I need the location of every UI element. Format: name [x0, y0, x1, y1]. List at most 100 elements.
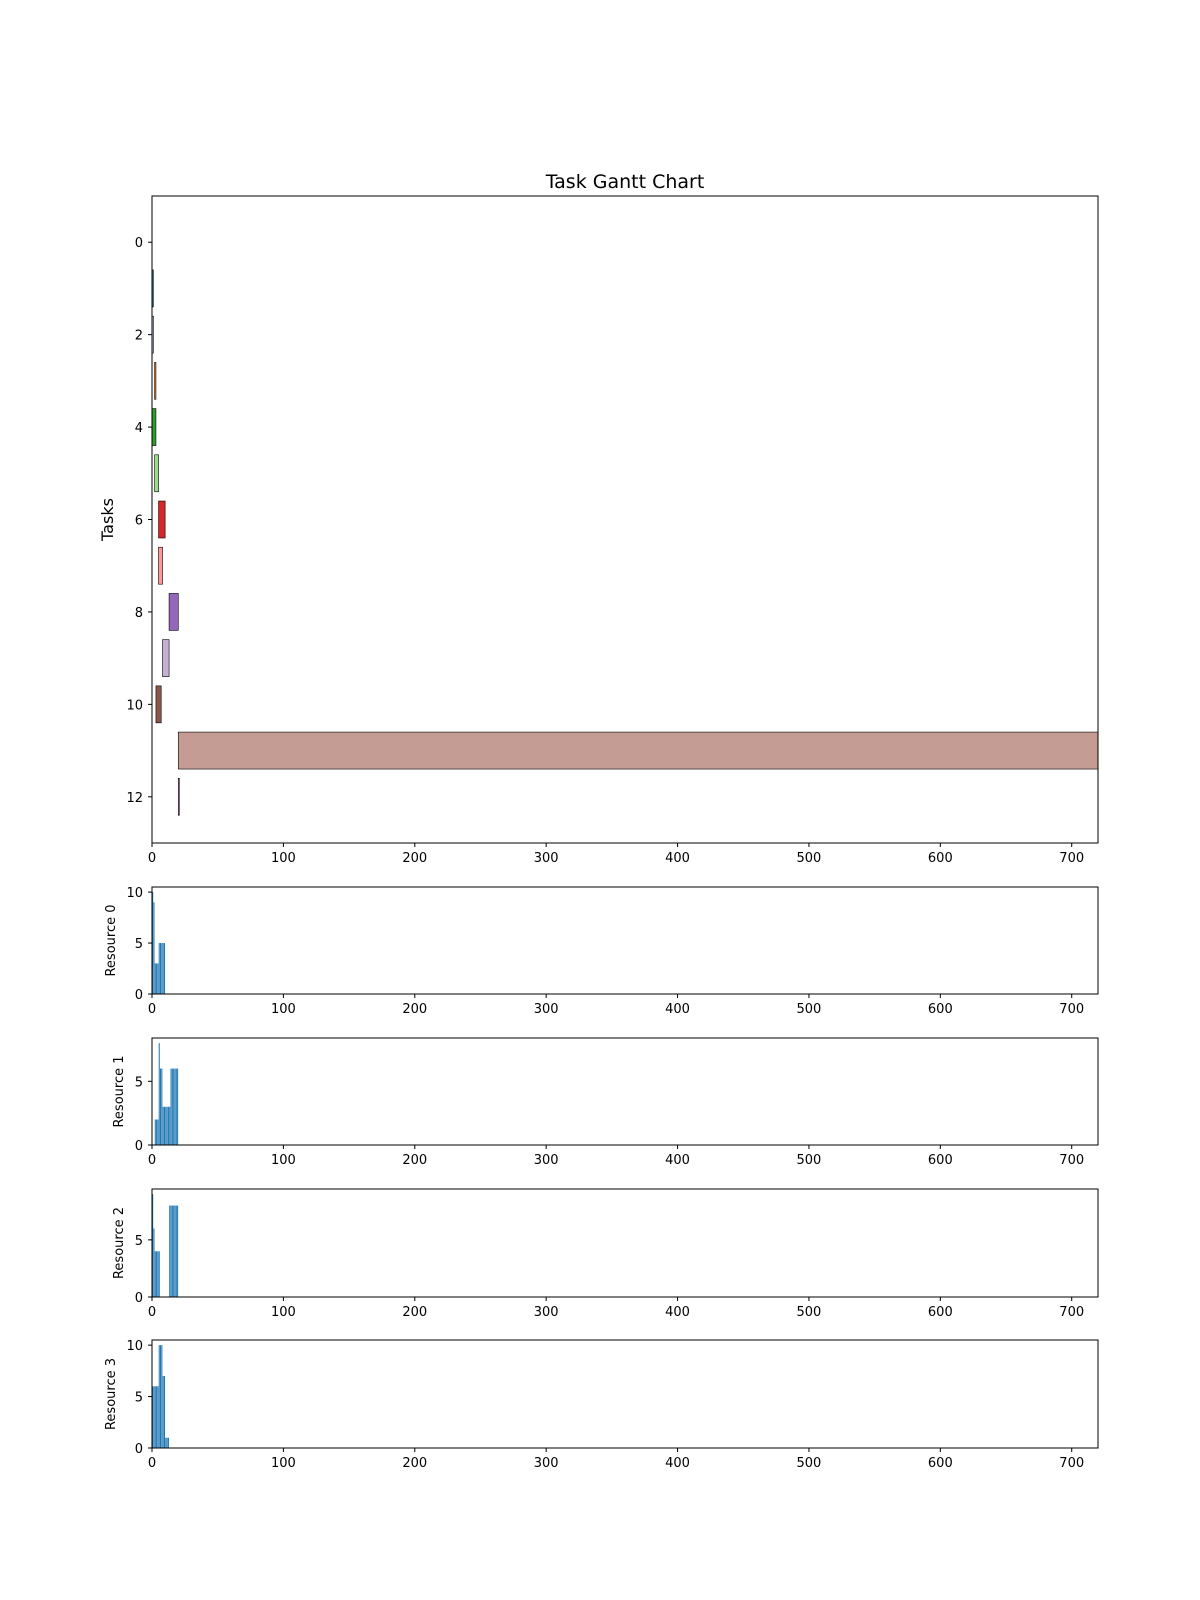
resource0-bar-5 [158, 943, 160, 994]
y-tick-label: 0 [135, 1139, 143, 1154]
y-tick-label: 0 [135, 236, 143, 251]
y-tick-label: 5 [135, 1234, 143, 1249]
resource1-bar-11 [169, 1106, 171, 1145]
resource2-bar-6 [169, 1205, 171, 1297]
resource1-bar-3 [158, 1043, 160, 1145]
resource1-bar-7 [163, 1106, 166, 1145]
x-tick-label: 200 [402, 1153, 427, 1168]
x-tick-label: 400 [665, 1305, 690, 1320]
y-tick-label: 5 [135, 1075, 143, 1090]
x-tick-label: 0 [148, 1153, 156, 1168]
resource3-bar-9 [163, 1376, 166, 1448]
x-tick-label: 200 [402, 1305, 427, 1320]
chart-title: Task Gantt Chart [545, 171, 705, 193]
resource0-bar-2 [154, 963, 156, 994]
x-tick-label: 200 [402, 1456, 427, 1471]
gantt-bar-task-10 [155, 685, 162, 724]
resource3-bar-0 [152, 1386, 154, 1448]
resource1-bar-9 [166, 1106, 168, 1145]
resource3-bar-2 [154, 1386, 156, 1448]
resource1-bar-17 [177, 1068, 179, 1145]
x-tick-label: 0 [148, 1002, 156, 1017]
x-tick-label: 600 [928, 1305, 953, 1320]
x-tick-label: 0 [148, 1456, 156, 1471]
y-tick-label: 2 [135, 329, 143, 344]
y-tick-label: 8 [135, 606, 143, 621]
resource1-bar-14 [173, 1068, 175, 1145]
x-tick-label: 500 [797, 851, 822, 866]
y-tick-label: 10 [126, 698, 143, 713]
x-tick-label: 400 [665, 1002, 690, 1017]
x-tick-label: 700 [1059, 1002, 1084, 1017]
x-tick-label: 0 [148, 851, 156, 866]
y-axis-label: Resource 1 [112, 1055, 127, 1127]
resource1-bar-12 [170, 1068, 172, 1145]
resource1-bar-15 [174, 1068, 176, 1145]
x-tick-label: 200 [402, 851, 427, 866]
resource2-bar-8 [171, 1205, 173, 1297]
resource2-bar-5 [158, 1251, 160, 1297]
y-tick-label: 12 [126, 791, 143, 806]
axes-frame-4 [151, 1339, 1099, 1449]
resource0-bar-4 [157, 963, 159, 994]
y-tick-label: 5 [135, 937, 143, 952]
resource3-bar-3 [156, 1386, 158, 1448]
resource3-bar-1 [153, 1386, 155, 1448]
x-tick-label: 0 [148, 1305, 156, 1320]
resource0-bar-3 [156, 963, 158, 994]
resource2-bar-10 [174, 1205, 176, 1297]
gantt-bar-task-8 [168, 593, 179, 631]
x-tick-label: 100 [271, 1153, 296, 1168]
x-tick-label: 400 [665, 1456, 690, 1471]
resource1-bar-16 [175, 1068, 177, 1145]
axes-frame-3 [151, 1188, 1099, 1298]
x-tick-label: 300 [534, 1002, 559, 1017]
x-tick-label: 300 [534, 1456, 559, 1471]
resource1-bar-5 [161, 1068, 163, 1145]
x-tick-label: 600 [928, 1456, 953, 1471]
resource3-bar-8 [162, 1376, 164, 1448]
x-tick-label: 100 [271, 1002, 296, 1017]
resource0-bar-9 [163, 943, 166, 994]
y-tick-label: 10 [126, 886, 143, 901]
x-tick-label: 400 [665, 851, 690, 866]
resource1-bar-4 [160, 1068, 162, 1145]
x-tick-label: 700 [1059, 1305, 1084, 1320]
x-tick-label: 700 [1059, 851, 1084, 866]
gantt-bar-task-9 [162, 639, 170, 677]
resource3-bar-5 [158, 1345, 160, 1448]
x-tick-label: 500 [797, 1153, 822, 1168]
x-tick-label: 600 [928, 1153, 953, 1168]
resource1-bar-8 [165, 1106, 167, 1145]
resource1-bar-6 [162, 1106, 164, 1145]
resource2-bar-3 [156, 1251, 158, 1297]
resource3-bar-12 [167, 1437, 169, 1448]
gantt-bar-task-6 [158, 500, 166, 539]
resource1-bar-0 [154, 1119, 156, 1145]
gantt-bar-task-5 [154, 454, 159, 493]
gantt-bar-task-7 [158, 546, 163, 585]
resource2-bar-4 [157, 1251, 159, 1297]
resource0-bar-8 [162, 943, 164, 994]
resource1-bar-1 [156, 1119, 158, 1145]
x-tick-label: 500 [797, 1002, 822, 1017]
y-axis-label: Resource 2 [112, 1207, 127, 1279]
axes-frame-1 [151, 886, 1099, 995]
x-tick-label: 400 [665, 1153, 690, 1168]
gantt-bar-task-11 [177, 731, 1099, 770]
resource3-bar-11 [166, 1437, 168, 1448]
y-tick-label: 6 [135, 514, 143, 529]
resource1-bar-13 [171, 1068, 173, 1145]
y-tick-label: 0 [135, 988, 143, 1003]
resource2-bar-11 [175, 1205, 177, 1297]
gantt-bar-task-3 [154, 362, 157, 400]
resource0-bar-6 [160, 943, 162, 994]
resource0-bar-0 [152, 892, 154, 994]
x-tick-label: 300 [534, 851, 559, 866]
resource2-bar-12 [177, 1205, 179, 1297]
x-tick-label: 100 [271, 1456, 296, 1471]
resource2-bar-7 [170, 1205, 172, 1297]
resource3-bar-4 [157, 1386, 159, 1448]
x-tick-label: 100 [271, 851, 296, 866]
